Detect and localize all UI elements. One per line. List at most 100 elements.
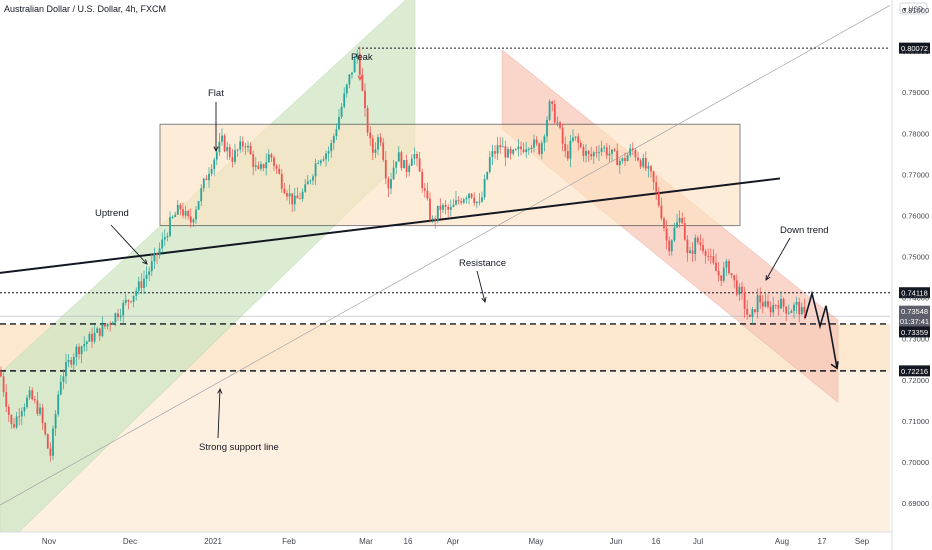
candle-body [777, 305, 780, 309]
price-label-0.72216: 0.72216 [901, 367, 928, 376]
candle-body [442, 205, 444, 210]
candle-body [668, 240, 671, 252]
candle-body [371, 138, 374, 153]
candle-body [293, 195, 296, 205]
candle-body [283, 188, 286, 194]
candle-body [538, 143, 541, 154]
forecast-path [804, 290, 838, 369]
price-label-0.80072: 0.80072 [901, 44, 928, 53]
candle-body [569, 140, 572, 159]
candle-body [10, 414, 13, 425]
candle-body [598, 152, 600, 153]
uptrend-arrow [110, 224, 148, 265]
candle-body [759, 295, 762, 303]
candle-body [629, 148, 632, 156]
candle-body [322, 159, 325, 161]
candle-body [249, 145, 252, 155]
candle-body [195, 209, 197, 220]
candle-body [65, 362, 67, 377]
candle-body [312, 176, 314, 181]
candle-body [254, 165, 257, 167]
candle-body [343, 93, 346, 107]
candle-body [137, 281, 140, 291]
price-label-0.74118: 0.74118 [901, 289, 928, 298]
candle-body [439, 205, 442, 210]
price-label-bg [899, 315, 930, 327]
candle-body [72, 357, 75, 365]
candle-body [410, 158, 413, 166]
candle-body [717, 270, 720, 276]
candle-body [634, 150, 637, 158]
price-label-bg [899, 365, 930, 377]
candle-body [621, 158, 624, 161]
candle-body [468, 193, 470, 199]
candle-body [405, 160, 408, 173]
candle-body [423, 188, 426, 191]
candle-body [117, 313, 119, 318]
candle-body [353, 58, 356, 73]
candle-body [319, 160, 322, 164]
candle-body [657, 191, 660, 206]
chart-title: Australian Dollar / U.S. Dollar, 4h, FXC… [4, 4, 167, 14]
x-tick-Mar: Mar [359, 537, 373, 546]
candle-body [780, 298, 782, 309]
candle-body [533, 139, 535, 148]
candles [0, 46, 806, 462]
candle-body [449, 207, 452, 210]
candle-body [104, 324, 106, 327]
candle-body [566, 151, 569, 159]
candle-body [156, 253, 158, 256]
candle-body [455, 200, 457, 205]
candle-body [153, 253, 156, 262]
candle-body [577, 136, 580, 143]
currency-badge [899, 2, 928, 15]
candle-body [247, 145, 249, 148]
x-tick-Dec: Dec [123, 537, 137, 546]
downtrend-arrow [765, 237, 791, 281]
candle-body [585, 151, 587, 156]
candle-body [223, 135, 226, 152]
candle-body [179, 204, 182, 210]
candle-body [236, 149, 239, 151]
candle-body [673, 227, 676, 241]
candle-body [5, 392, 8, 407]
candle-body [512, 149, 515, 154]
candle-body [317, 163, 320, 164]
candle-body [470, 193, 473, 198]
candle-body [267, 154, 270, 163]
candle-body [738, 286, 741, 295]
x-tick-2021: 2021 [204, 537, 222, 546]
peak-arrow-head [357, 75, 363, 82]
candle-body [158, 248, 161, 256]
candle-body [314, 163, 317, 177]
candle-body [364, 90, 366, 109]
candle-body [642, 157, 645, 167]
candle-body [486, 171, 489, 180]
candle-body [215, 152, 218, 160]
candle-body [514, 149, 517, 150]
candle-body [600, 148, 603, 153]
candle-body [291, 193, 294, 205]
candle-body [785, 306, 788, 314]
x-tick-16: 16 [652, 537, 661, 546]
y-tick-0.75000: 0.75000 [902, 253, 929, 262]
candle-body [416, 153, 418, 159]
candle-body [15, 416, 18, 428]
candle-body [715, 262, 717, 271]
candle-body [509, 149, 512, 154]
candle-body [426, 190, 429, 199]
candle-body [184, 211, 187, 216]
candle-body [200, 188, 203, 202]
candle-body [616, 150, 619, 166]
candle-body [462, 199, 465, 203]
candle-body [91, 333, 93, 342]
y-axis [891, 0, 932, 550]
candle-body [124, 299, 127, 303]
candle-body [579, 142, 582, 147]
candle-body [46, 434, 49, 449]
candle-body [101, 324, 104, 337]
forecast-arrowhead [830, 361, 839, 370]
candle-body [501, 146, 504, 148]
candle-body [361, 74, 364, 91]
